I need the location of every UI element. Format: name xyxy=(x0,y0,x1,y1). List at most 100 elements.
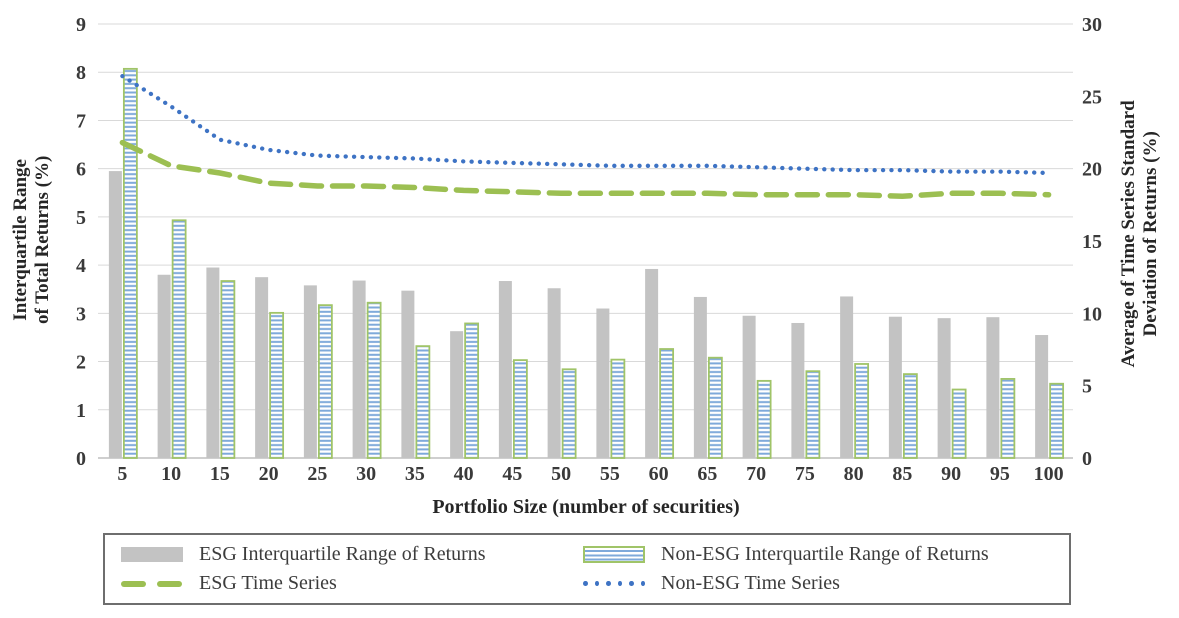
x-tick-label: 85 xyxy=(892,463,912,485)
esg-line xyxy=(119,139,1052,199)
esg-bar xyxy=(937,318,951,458)
x-tick-label: 70 xyxy=(746,463,766,485)
non-esg-bar xyxy=(269,311,285,459)
x-tick-label: 75 xyxy=(795,463,815,485)
esg-bar xyxy=(547,288,561,458)
right-tick-label: 0 xyxy=(1082,448,1092,470)
legend-item-esg-iqr: ESG Interquartile Range of Returns xyxy=(105,543,583,566)
esg-bar xyxy=(742,315,756,458)
non-esg-bar xyxy=(659,348,675,459)
non-esg-bar xyxy=(756,379,772,459)
esg-bar xyxy=(840,296,854,458)
line-series xyxy=(119,73,1052,199)
legend-label: Non-ESG Interquartile Range of Returns xyxy=(661,543,989,565)
non-esg-bar xyxy=(512,359,528,459)
esg-bar xyxy=(255,277,269,458)
esg-bar xyxy=(596,308,610,458)
left-tick-label: 2 xyxy=(76,352,86,374)
legend-item-esg-ts: ESG Time Series xyxy=(105,572,583,595)
x-tick-label: 5 xyxy=(117,463,127,485)
non-esg-bar xyxy=(464,322,480,459)
non-esg-line xyxy=(120,73,1051,176)
legend-row-2: ESG Time Series Non-ESG Time Series xyxy=(105,572,1069,595)
x-tick-label: 25 xyxy=(307,463,327,485)
non-esg-bar xyxy=(610,358,626,459)
x-tick-label: 40 xyxy=(454,463,474,485)
non-esg-bar xyxy=(171,219,187,459)
left-tick-label: 7 xyxy=(76,110,86,132)
non-esg-bar xyxy=(951,388,967,459)
x-tick-label: 30 xyxy=(356,463,376,485)
x-tick-label: 45 xyxy=(502,463,522,485)
right-axis-title: Average of Time Series Standard Deviatio… xyxy=(1118,100,1161,368)
x-tick-label: 90 xyxy=(941,463,961,485)
gridlines xyxy=(98,23,1073,459)
esg-bar xyxy=(791,322,805,458)
non-esg-bar xyxy=(366,301,382,459)
non-esg-bar-swatch xyxy=(583,546,645,563)
non-esg-bar xyxy=(317,304,333,459)
non-esg-bar xyxy=(707,356,723,459)
legend-label: Non-ESG Time Series xyxy=(661,572,840,594)
right-tick-label: 5 xyxy=(1082,376,1092,398)
esg-bar xyxy=(1035,335,1049,458)
esg-bar xyxy=(352,280,366,458)
esg-bar xyxy=(986,317,1000,458)
non-esg-bar xyxy=(854,363,870,459)
non-esg-line-swatch xyxy=(583,581,645,586)
x-tick-label: 80 xyxy=(844,463,864,485)
x-tick-label: 35 xyxy=(405,463,425,485)
non-esg-bar xyxy=(220,280,236,459)
left-tick-label: 6 xyxy=(76,159,86,181)
esg-bar xyxy=(401,290,415,458)
esg-bar xyxy=(303,285,317,458)
esg-bar xyxy=(157,274,171,458)
non-esg-bar xyxy=(902,373,918,459)
x-tick-label: 50 xyxy=(551,463,571,485)
right-tick-label: 10 xyxy=(1082,303,1102,325)
esg-bar xyxy=(645,268,659,458)
right-tick-label: 25 xyxy=(1082,86,1102,108)
left-tick-label: 4 xyxy=(76,255,86,277)
x-tick-label: 20 xyxy=(259,463,279,485)
non-esg-bar xyxy=(805,370,821,459)
x-tick-label: 15 xyxy=(210,463,230,485)
x-tick-label: 100 xyxy=(1034,463,1064,485)
x-tick-label: 95 xyxy=(990,463,1010,485)
legend-row-1: ESG Interquartile Range of Returns Non-E… xyxy=(105,543,1069,566)
legend-item-nonesg-ts: Non-ESG Time Series xyxy=(583,572,1069,595)
esg-bar xyxy=(108,171,122,459)
esg-bar-swatch xyxy=(121,547,183,562)
non-esg-bar xyxy=(561,368,577,459)
non-esg-bar xyxy=(1049,382,1065,459)
right-tick-label: 30 xyxy=(1082,14,1102,36)
legend: ESG Interquartile Range of Returns Non-E… xyxy=(103,533,1071,605)
esg-bar xyxy=(498,281,512,458)
esg-bar xyxy=(450,331,464,458)
legend-label: ESG Interquartile Range of Returns xyxy=(199,543,486,565)
non-esg-bar xyxy=(122,67,138,459)
x-axis-title: Portfolio Size (number of securities) xyxy=(432,496,740,518)
left-tick-label: 0 xyxy=(76,448,86,470)
left-tick-label: 8 xyxy=(76,62,86,84)
left-tick-label: 1 xyxy=(76,400,86,422)
esg-bar xyxy=(693,296,707,458)
x-tick-label: 65 xyxy=(697,463,717,485)
x-tick-label: 60 xyxy=(649,463,669,485)
legend-label: ESG Time Series xyxy=(199,572,337,594)
x-tick-label: 10 xyxy=(161,463,181,485)
right-tick-label: 15 xyxy=(1082,231,1102,253)
esg-line-swatch xyxy=(121,580,183,587)
esg-bar xyxy=(888,316,902,458)
left-axis-title: Interquartile Range of Total Returns (%) xyxy=(10,155,53,325)
non-esg-bar xyxy=(1000,378,1016,459)
left-tick-label: 3 xyxy=(76,303,86,325)
x-tick-label: 55 xyxy=(600,463,620,485)
right-tick-label: 20 xyxy=(1082,159,1102,181)
bar-series xyxy=(108,67,1065,459)
left-tick-label: 9 xyxy=(76,14,86,36)
legend-item-nonesg-iqr: Non-ESG Interquartile Range of Returns xyxy=(583,543,1069,566)
